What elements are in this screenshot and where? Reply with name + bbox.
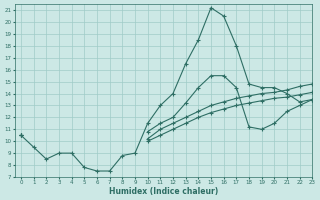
X-axis label: Humidex (Indice chaleur): Humidex (Indice chaleur): [109, 187, 218, 196]
